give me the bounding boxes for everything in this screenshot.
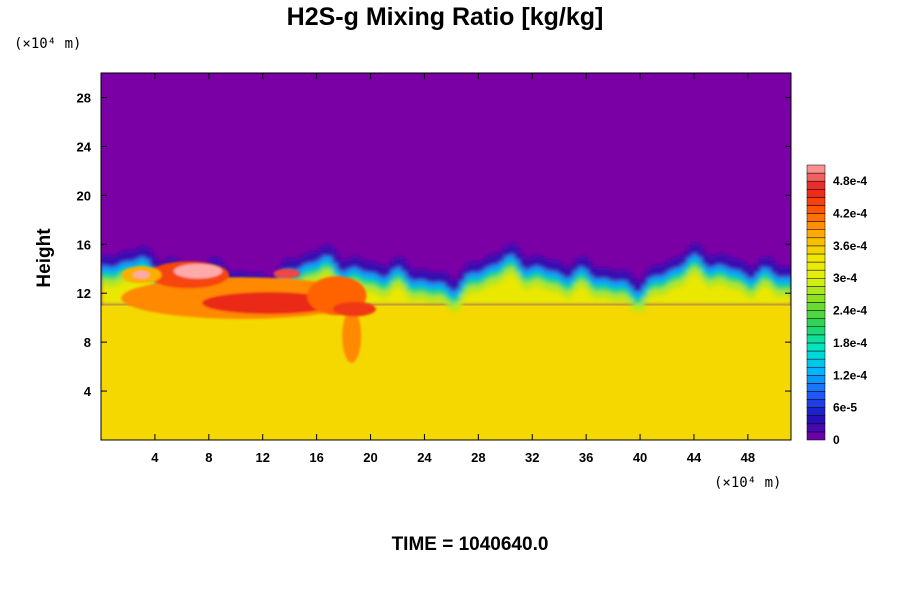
colorbar-segment xyxy=(806,172,826,182)
y-tick-label: 4 xyxy=(84,384,92,399)
x-tick-label: 44 xyxy=(687,450,702,465)
colorbar-segment xyxy=(806,229,826,239)
y-tick-label: 20 xyxy=(77,188,91,203)
x-tick-label: 12 xyxy=(255,450,269,465)
y-tick-label: 8 xyxy=(84,335,91,350)
y-tick-label: 28 xyxy=(77,90,91,105)
colorbar-segment xyxy=(806,399,826,408)
x-tick-label: 20 xyxy=(363,450,377,465)
heatmap-field xyxy=(101,73,791,440)
colorbar-segment xyxy=(806,205,826,214)
x-tick-label: 48 xyxy=(741,450,755,465)
x-tick-label: 4 xyxy=(151,450,159,465)
x-tick-label: 40 xyxy=(633,450,647,465)
colorbar-segment xyxy=(806,310,826,319)
x-tick-label: 36 xyxy=(579,450,593,465)
colorbar-segment xyxy=(806,189,826,198)
colorbar-segment xyxy=(806,431,826,441)
colorbar-segment xyxy=(806,350,826,360)
time-label: TIME = 1040640.0 xyxy=(392,534,549,555)
colorbar-segment xyxy=(806,221,826,230)
x-tick-label: 24 xyxy=(417,450,432,465)
x-tick-label: 8 xyxy=(205,450,212,465)
colorbar-segment xyxy=(806,277,826,287)
colorbar-segment xyxy=(806,423,826,433)
x-tick-label: 28 xyxy=(471,450,485,465)
colorbar-segment xyxy=(806,197,826,206)
y-tick-label: 24 xyxy=(77,139,92,154)
colorbar-segment xyxy=(806,253,826,263)
colorbar-segment xyxy=(806,342,826,352)
colorbar-segment xyxy=(806,164,826,174)
colorbar-segment xyxy=(806,286,826,295)
colorbar-label: 4.8e-4 xyxy=(833,174,867,188)
colorbar-segment xyxy=(806,245,826,255)
colorbar-label: 2.4e-4 xyxy=(833,304,867,318)
colorbar-segment xyxy=(806,383,826,392)
colorbar-segment xyxy=(806,326,826,336)
colorbar: 0 6e-5 1.2e-4 1.8e-4 2.4e-4 3e-4 3.6e-4 4.2e-4 4… xyxy=(806,164,867,447)
colorbar-segment xyxy=(806,261,826,271)
colorbar-label: 3e-4 xyxy=(833,271,857,285)
colorbar-segment xyxy=(806,391,826,400)
y-axis-unit: (×10⁴ m) xyxy=(14,36,81,52)
colorbar-segment xyxy=(806,415,826,425)
colorbar-segment xyxy=(806,407,826,416)
x-tick-label: 32 xyxy=(525,450,539,465)
y-axis-label: Height xyxy=(34,228,55,288)
colorbar-label: 0 xyxy=(833,433,840,447)
colorbar-segment xyxy=(806,375,826,384)
plume-region xyxy=(121,261,376,363)
x-axis-ticks: 4 8 12 16 20 24 28 32 36 40 44 48 xyxy=(151,73,755,465)
colorbar-label: 1.2e-4 xyxy=(833,368,867,382)
colorbar-segment xyxy=(806,294,826,303)
colorbar-segment xyxy=(806,269,826,279)
x-tick-label: 16 xyxy=(309,450,323,465)
colorbar-segment xyxy=(806,237,826,247)
colorbar-label: 1.8e-4 xyxy=(833,336,867,350)
y-tick-label: 16 xyxy=(77,237,91,252)
colorbar-segment xyxy=(806,302,826,311)
colorbar-segment xyxy=(806,366,826,376)
y-tick-label: 12 xyxy=(77,286,91,301)
colorbar-segment xyxy=(806,180,826,190)
chart-title: H2S-g Mixing Ratio [kg/kg] xyxy=(287,3,604,31)
y-axis-ticks: 4 8 12 16 20 24 28 xyxy=(77,90,791,399)
colorbar-label: 6e-5 xyxy=(833,401,857,415)
colorbar-label: 4.2e-4 xyxy=(833,207,867,221)
x-axis-unit: (×10⁴ m) xyxy=(714,475,781,491)
plot-frame xyxy=(100,72,792,441)
lower-layer-region xyxy=(101,305,791,440)
colorbar-segment xyxy=(806,358,826,368)
colorbar-segment xyxy=(806,334,826,344)
colorbar-segment xyxy=(806,318,826,328)
colorbar-label: 3.6e-4 xyxy=(833,239,867,253)
colorbar-segment xyxy=(806,213,826,222)
